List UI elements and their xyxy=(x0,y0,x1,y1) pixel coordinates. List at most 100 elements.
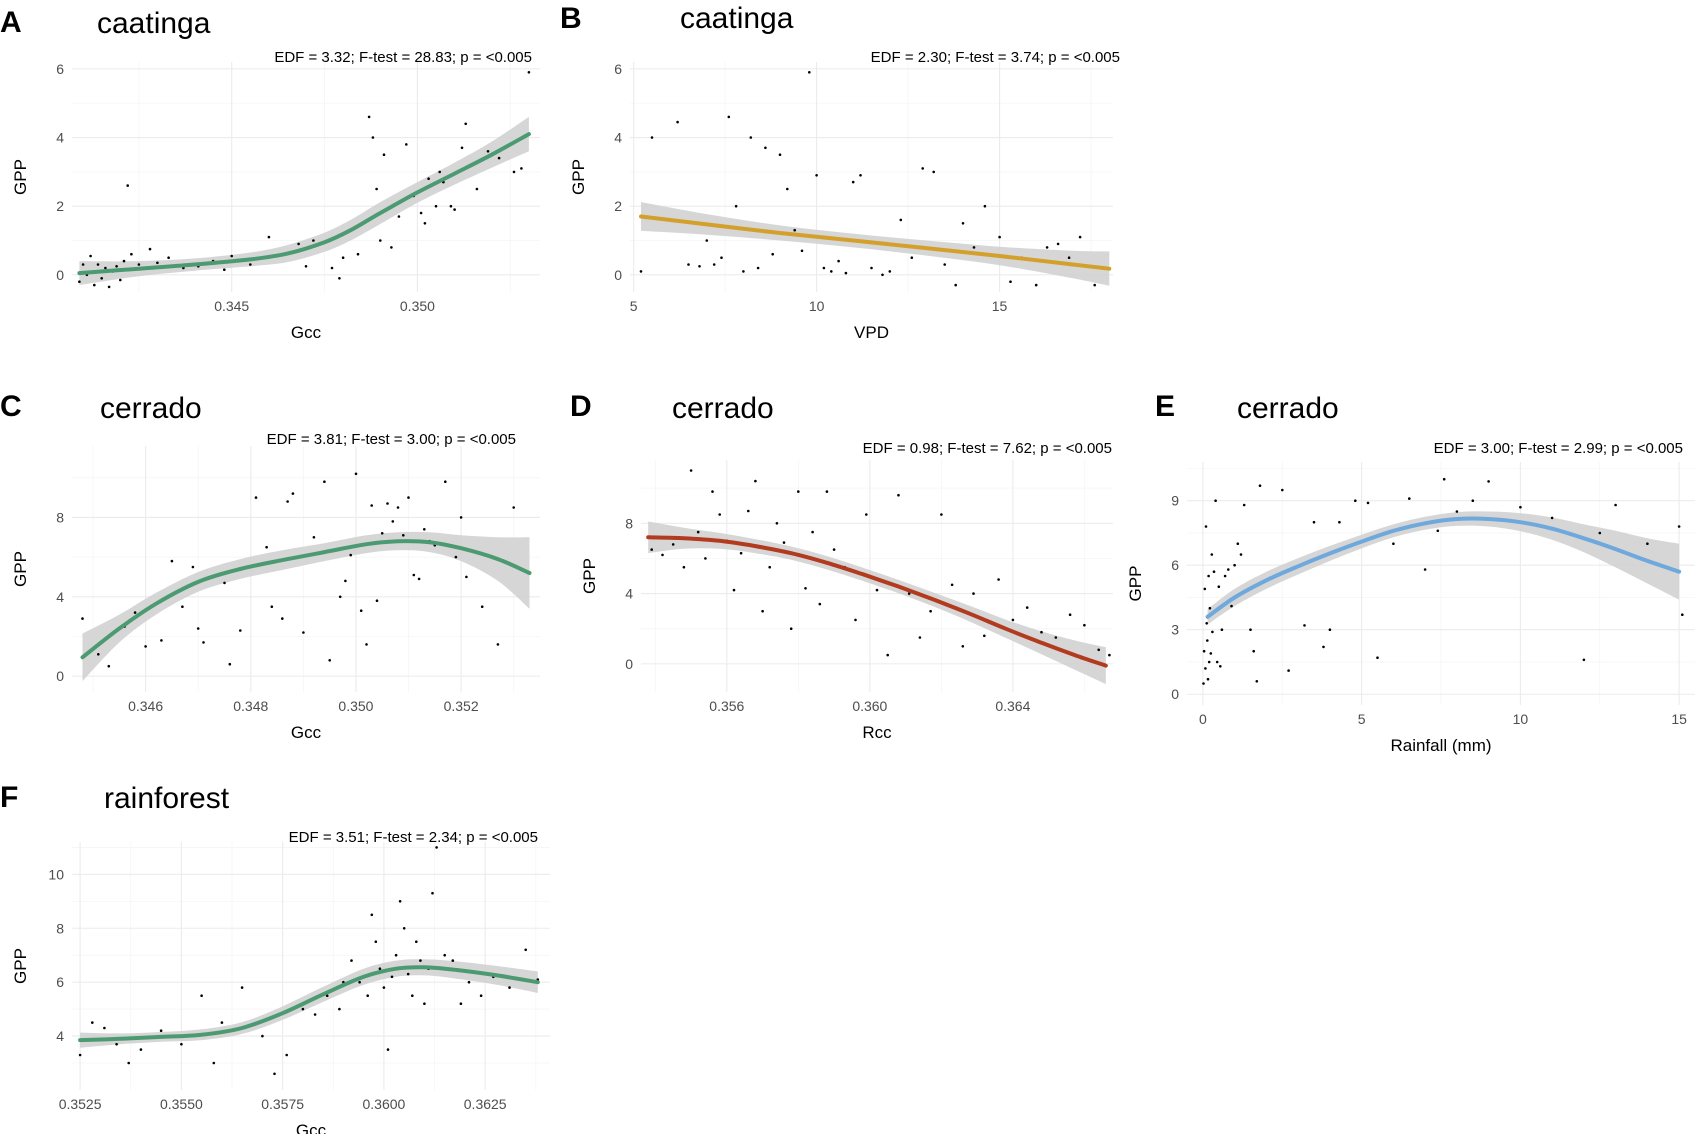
stats-text-A: EDF = 3.32; F-test = 28.83; p = <0.005 xyxy=(274,49,532,66)
data-point xyxy=(104,266,107,270)
panel-B: 5 10 15 0 2 4 6 B caatinga EDF = 2.30; F-test =… xyxy=(560,2,1120,342)
data-point xyxy=(115,1042,118,1046)
data-point xyxy=(267,235,271,239)
points-C xyxy=(81,472,515,668)
data-point xyxy=(698,265,701,268)
panel-letter-E: E xyxy=(1155,390,1175,423)
data-point xyxy=(1097,648,1100,652)
data-point xyxy=(854,618,857,622)
gam-fit-line-E xyxy=(1205,516,1682,619)
data-point xyxy=(475,187,479,191)
y-tick-label-B-1: 2 xyxy=(614,198,622,214)
data-point xyxy=(1045,246,1049,249)
panel-A: 0.345 0.350 0 2 4 6 A caatinga EDF = 3.32; F-t… xyxy=(0,6,540,342)
data-point xyxy=(818,602,822,606)
data-point xyxy=(313,1013,317,1016)
data-point xyxy=(1078,235,1082,239)
data-point xyxy=(825,490,829,493)
data-point xyxy=(1328,628,1332,631)
y-axis-title-A: GPP xyxy=(11,159,30,195)
data-point xyxy=(371,136,375,139)
data-point xyxy=(1677,525,1681,528)
data-point xyxy=(1217,585,1221,588)
data-point xyxy=(228,662,232,666)
confidence-band-D xyxy=(648,521,1106,685)
data-point xyxy=(1208,606,1212,610)
panel-letter-D: D xyxy=(570,390,592,423)
data-point xyxy=(181,605,184,608)
data-point xyxy=(330,266,334,270)
data-point xyxy=(1210,553,1214,556)
panel-letter-C: C xyxy=(0,390,22,423)
data-point xyxy=(281,617,284,620)
data-point xyxy=(338,277,341,280)
data-point xyxy=(89,254,92,258)
x-axis-title-C: Gcc xyxy=(291,723,322,742)
data-point xyxy=(764,146,767,150)
data-point xyxy=(202,641,205,644)
data-point xyxy=(512,170,516,174)
data-point xyxy=(768,565,771,569)
data-point xyxy=(497,156,501,160)
data-point xyxy=(793,228,796,232)
data-point xyxy=(888,270,892,273)
data-point xyxy=(96,263,100,266)
data-point xyxy=(1040,630,1043,634)
data-point xyxy=(1202,649,1206,653)
panel-C: 0.346 0.348 0.350 0.352 0 4 8 C cerrado EDF = 3… xyxy=(0,390,540,742)
y-tick-label-F-0: 4 xyxy=(56,1028,64,1044)
data-point xyxy=(808,71,811,74)
data-point xyxy=(661,553,664,557)
data-point xyxy=(412,573,416,577)
data-point xyxy=(304,265,308,268)
data-point xyxy=(1376,656,1379,659)
y-tick-label-C-1: 4 xyxy=(56,589,64,605)
data-point xyxy=(983,204,987,208)
data-point xyxy=(961,222,965,225)
data-point xyxy=(78,1053,82,1057)
data-point xyxy=(1067,256,1071,260)
data-point xyxy=(423,1002,426,1005)
y-tick-label-A-0: 0 xyxy=(56,267,64,283)
data-point xyxy=(704,557,707,560)
data-point xyxy=(391,520,395,523)
points-F xyxy=(78,846,540,1076)
data-point xyxy=(771,252,774,256)
gam-fit-line-C xyxy=(80,539,532,660)
data-point xyxy=(1034,283,1038,287)
x-tick-label-D-0: 0.356 xyxy=(709,698,744,714)
data-point xyxy=(394,953,398,957)
data-point xyxy=(1230,604,1233,608)
data-point xyxy=(93,283,96,287)
data-point xyxy=(830,270,833,273)
data-point xyxy=(126,184,129,187)
grid-C xyxy=(72,446,540,692)
data-point xyxy=(775,522,779,525)
data-point xyxy=(800,249,804,253)
data-point xyxy=(689,469,693,472)
data-point xyxy=(344,579,347,583)
data-point xyxy=(1646,542,1649,545)
data-point xyxy=(739,551,743,555)
data-point xyxy=(349,553,353,557)
data-point xyxy=(1205,622,1208,625)
x-axis-title-E: Rainfall (mm) xyxy=(1390,736,1491,755)
data-point xyxy=(1207,660,1211,664)
data-point xyxy=(382,986,386,989)
data-point xyxy=(1550,516,1554,520)
data-point xyxy=(732,588,736,592)
data-point xyxy=(358,980,361,984)
data-point xyxy=(1252,649,1255,653)
data-point xyxy=(1206,677,1210,681)
y-tick-label-C-0: 0 xyxy=(56,668,64,684)
data-point xyxy=(406,972,410,976)
data-point xyxy=(749,136,753,139)
data-point xyxy=(1408,497,1411,500)
data-point xyxy=(797,490,800,493)
data-point xyxy=(438,170,442,174)
data-point xyxy=(886,653,889,657)
data-point xyxy=(273,1072,276,1076)
data-point xyxy=(524,948,527,952)
data-point xyxy=(328,659,332,662)
data-point xyxy=(1312,520,1316,524)
